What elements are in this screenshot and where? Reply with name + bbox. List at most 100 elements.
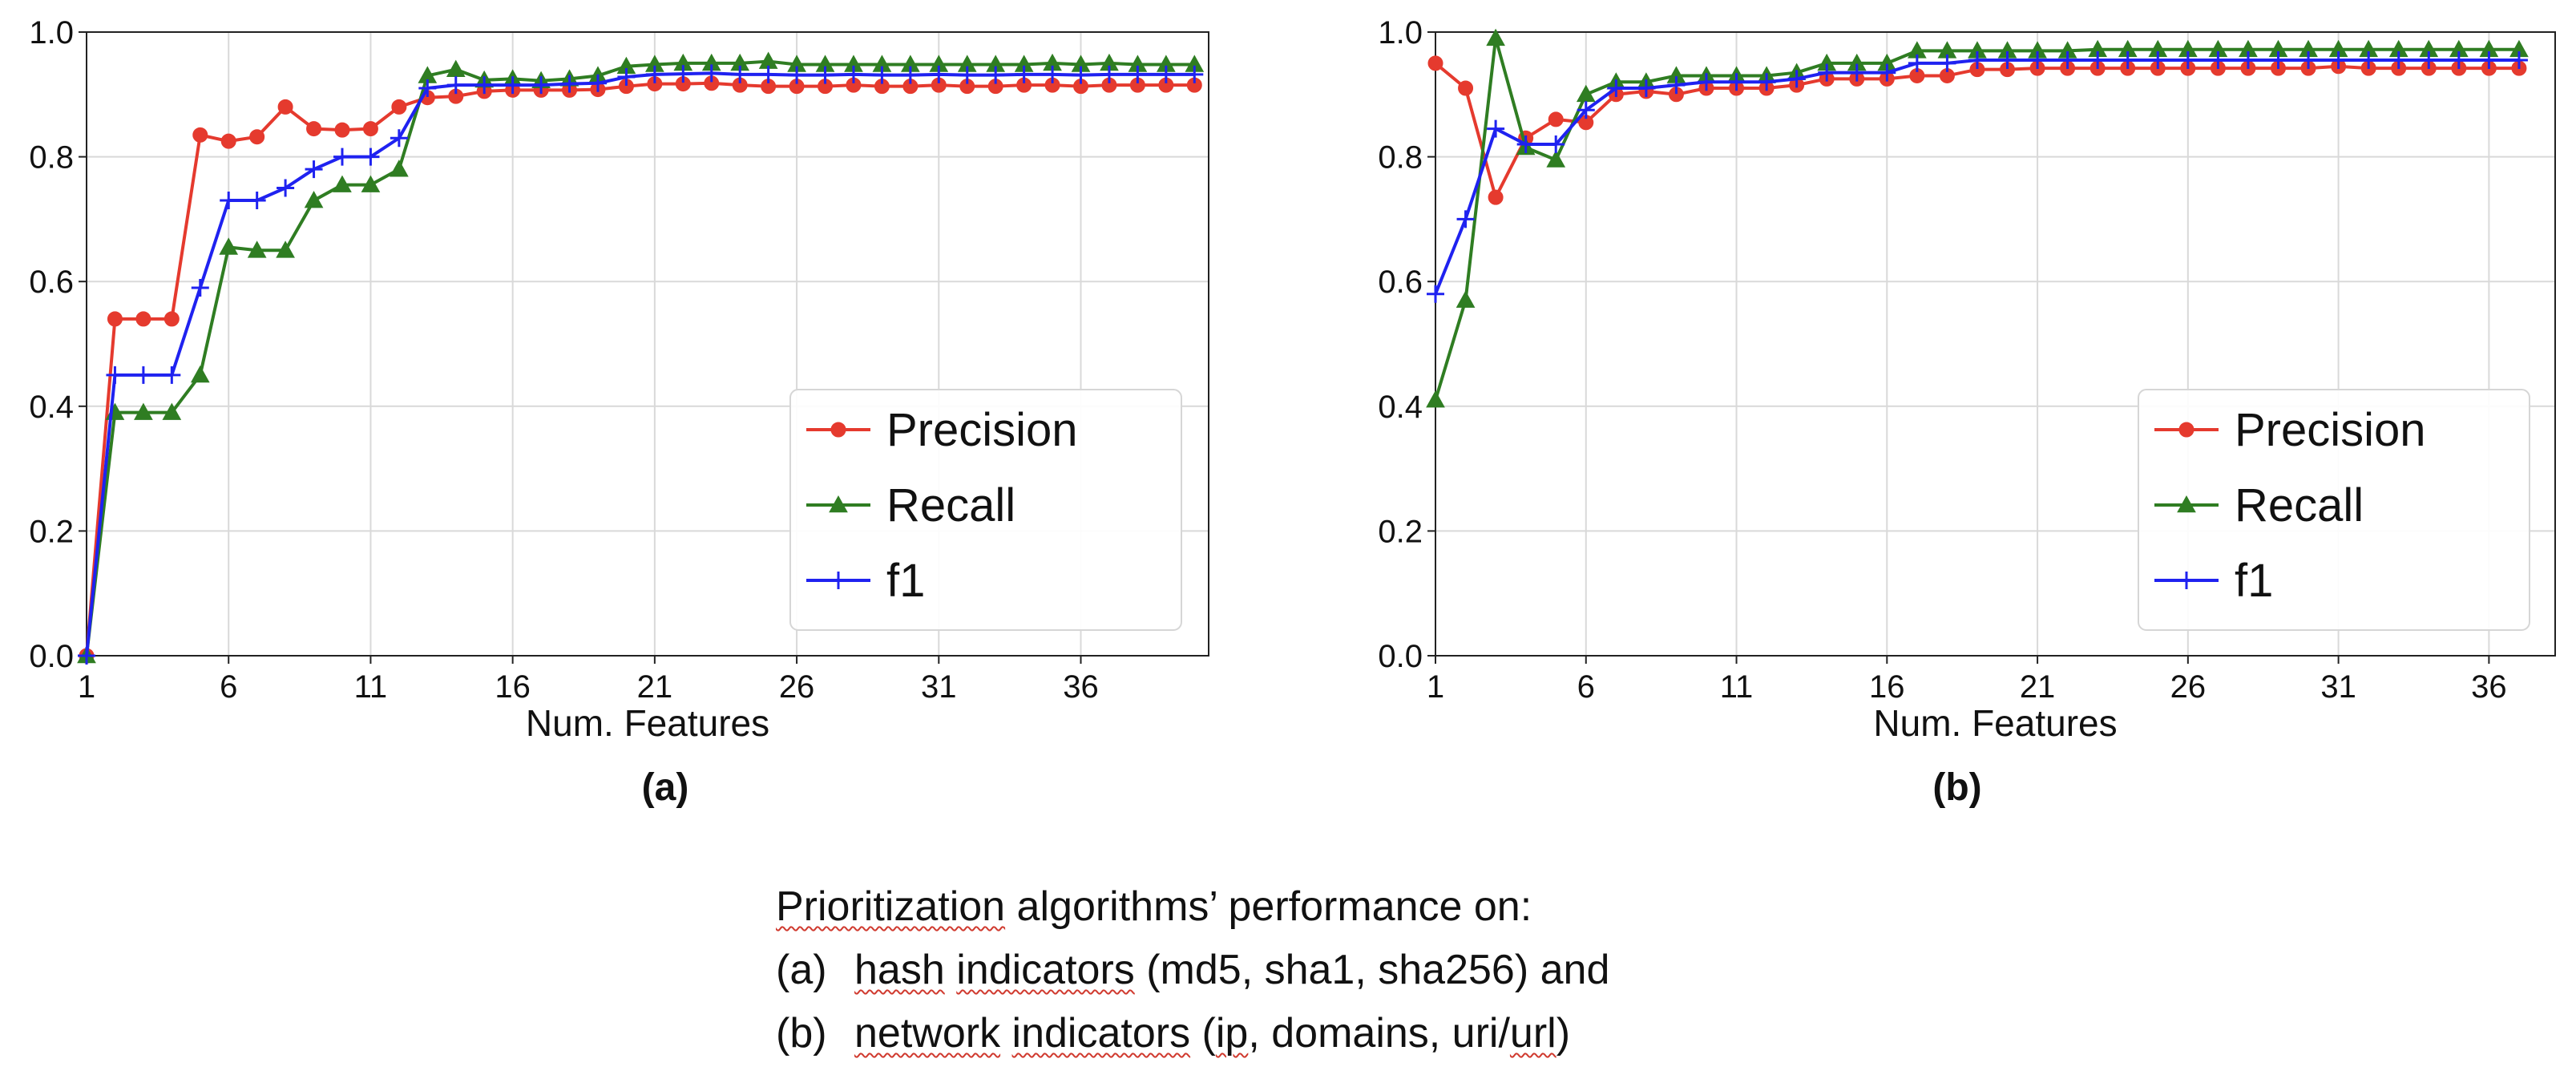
legend-label-precision: Precision bbox=[886, 404, 1078, 456]
data-point-recall bbox=[390, 160, 409, 177]
data-point-f1 bbox=[2029, 51, 2047, 70]
x-tick-label: 26 bbox=[2170, 669, 2207, 705]
plot-frame-b bbox=[1435, 31, 2556, 657]
plot-frame-a bbox=[86, 31, 1209, 657]
legend-marker-precision bbox=[830, 422, 846, 438]
caption-item-b-rest: , domains, uri/ bbox=[1248, 1010, 1510, 1057]
caption-intro-rest: algorithms’ performance on: bbox=[1005, 883, 1532, 930]
data-point-f1 bbox=[78, 647, 95, 665]
data-point-recall bbox=[1546, 150, 1566, 168]
data-point-recall bbox=[333, 175, 352, 192]
data-point-f1 bbox=[503, 76, 522, 95]
data-point-precision bbox=[277, 99, 293, 115]
caption-item-b-end: ) bbox=[1556, 1010, 1571, 1057]
data-point-f1 bbox=[1787, 70, 1806, 88]
data-point-f1 bbox=[2209, 51, 2227, 70]
data-point-f1 bbox=[191, 278, 209, 297]
x-tick-label: 6 bbox=[1577, 669, 1595, 705]
data-point-f1 bbox=[1938, 54, 1956, 72]
data-point-f1 bbox=[2178, 51, 2197, 70]
data-point-f1 bbox=[2149, 51, 2167, 70]
y-tick-label: 1.0 bbox=[29, 15, 74, 51]
data-point-f1 bbox=[2509, 51, 2528, 70]
data-point-recall bbox=[1486, 28, 1505, 46]
caption-item-b: (b) network indicators (ip, domains, uri/… bbox=[776, 1002, 1898, 1065]
data-point-f1 bbox=[248, 192, 266, 210]
x-axis-label-a: Num. Features bbox=[526, 702, 769, 744]
data-point-recall bbox=[134, 402, 153, 420]
data-point-f1 bbox=[560, 75, 579, 93]
series-f1-a bbox=[78, 64, 1204, 665]
caption-intro-word: Prioritization bbox=[776, 883, 1006, 930]
data-point-precision bbox=[334, 122, 350, 138]
series-precision-b bbox=[1427, 55, 2527, 205]
data-point-f1 bbox=[390, 129, 408, 147]
panel-label-b: (b) bbox=[1932, 766, 1981, 809]
data-point-f1 bbox=[1758, 73, 1776, 91]
y-tick-label: 0.6 bbox=[29, 265, 74, 300]
x-tick-label: 1 bbox=[78, 669, 95, 705]
x-tick-label: 21 bbox=[2020, 669, 2056, 705]
data-point-precision bbox=[249, 129, 265, 145]
data-point-f1 bbox=[1577, 101, 1595, 119]
data-point-precision bbox=[391, 99, 407, 115]
data-point-f1 bbox=[1968, 51, 1986, 70]
caption-item-a-rest: (md5, sha1, sha256) and bbox=[1134, 947, 1610, 993]
data-point-f1 bbox=[134, 366, 152, 384]
data-point-f1 bbox=[788, 66, 806, 84]
data-point-precision bbox=[1488, 189, 1504, 205]
series-line-precision bbox=[1434, 62, 2519, 200]
data-point-f1 bbox=[759, 65, 777, 83]
y-tick-label: 0.4 bbox=[1378, 390, 1423, 425]
data-point-f1 bbox=[2058, 51, 2077, 70]
data-point-f1 bbox=[2420, 51, 2438, 70]
data-point-recall bbox=[1456, 290, 1476, 308]
data-point-precision bbox=[135, 311, 151, 327]
caption-item-b-marker: (b) bbox=[776, 1010, 827, 1057]
series-line-precision bbox=[85, 81, 1195, 657]
legend-label-precision: Precision bbox=[2235, 404, 2426, 456]
data-point-f1 bbox=[2089, 51, 2107, 70]
x-tick-label: 36 bbox=[2471, 669, 2507, 705]
data-point-f1 bbox=[305, 160, 323, 179]
data-point-f1 bbox=[2360, 51, 2378, 70]
data-point-recall bbox=[247, 240, 267, 258]
data-point-f1 bbox=[1015, 65, 1033, 83]
caption-item-b-word4: url bbox=[1509, 1010, 1557, 1057]
data-point-f1 bbox=[1697, 73, 1715, 91]
x-tick-label: 16 bbox=[495, 669, 531, 705]
data-point-recall bbox=[190, 365, 210, 383]
caption-item-a-marker: (a) bbox=[776, 947, 827, 993]
y-tick-label: 1.0 bbox=[1378, 15, 1423, 51]
data-point-f1 bbox=[987, 66, 1005, 84]
legend-label-f1: f1 bbox=[2235, 555, 2273, 607]
data-point-f1 bbox=[1637, 79, 1655, 98]
x-tick-label: 31 bbox=[2320, 669, 2356, 705]
data-point-f1 bbox=[645, 65, 664, 83]
data-point-f1 bbox=[220, 192, 238, 210]
data-point-f1 bbox=[674, 65, 692, 83]
data-point-f1 bbox=[702, 64, 721, 83]
data-point-f1 bbox=[1516, 135, 1535, 154]
series-f1-b bbox=[1427, 51, 2528, 303]
data-point-f1 bbox=[844, 65, 862, 83]
data-point-f1 bbox=[1667, 76, 1686, 95]
y-tick-label: 0.8 bbox=[1378, 140, 1423, 176]
data-point-f1 bbox=[873, 66, 891, 84]
x-tick-label: 11 bbox=[354, 669, 388, 705]
data-point-f1 bbox=[2118, 51, 2137, 70]
y-tick-label: 0.2 bbox=[1378, 514, 1423, 549]
y-tick-label: 0.6 bbox=[1378, 265, 1423, 300]
data-point-f1 bbox=[1044, 65, 1062, 83]
data-point-f1 bbox=[361, 147, 380, 166]
x-tick-label: 26 bbox=[779, 669, 815, 705]
legend-marker-f1 bbox=[830, 572, 847, 589]
caption-intro-line: Prioritization algorithms’ performance o… bbox=[776, 875, 1898, 939]
data-point-f1 bbox=[2449, 51, 2468, 70]
caption-item-a-word2: indicators bbox=[956, 947, 1135, 993]
legend-label-recall: Recall bbox=[2235, 479, 2364, 531]
data-point-f1 bbox=[930, 65, 948, 83]
data-point-precision bbox=[1548, 111, 1564, 127]
data-point-f1 bbox=[163, 366, 181, 384]
